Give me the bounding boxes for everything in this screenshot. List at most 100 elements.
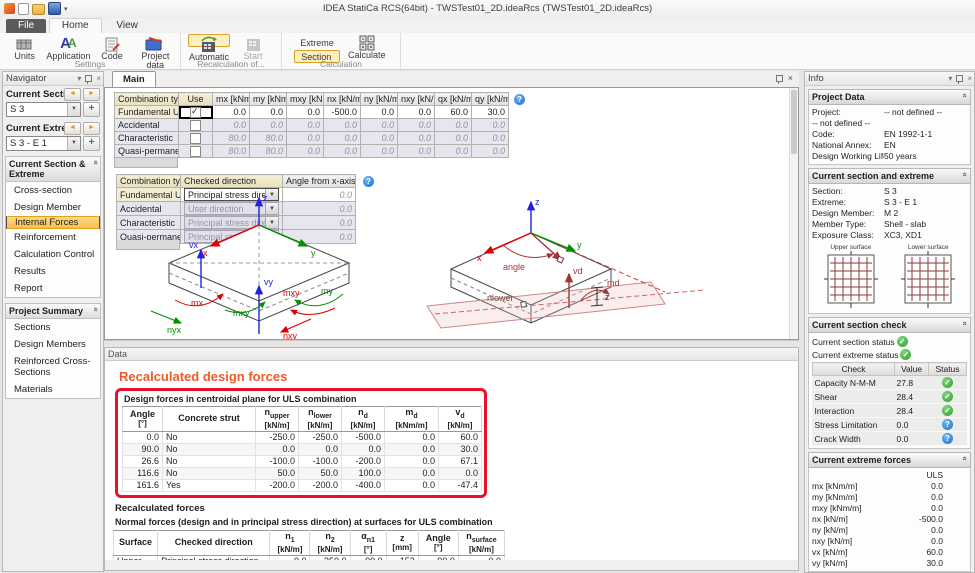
qat-dropdown-icon[interactable]: ▾ [64,5,68,13]
col-nxy[interactable]: nxy [kN/m] [397,92,435,106]
qx-cell[interactable]: 0.0 [434,144,472,158]
nav-item[interactable]: Design Member [14,202,82,213]
nx-cell[interactable]: 0.0 [323,131,361,145]
select-dropdown-icon[interactable]: ▼ [265,217,278,228]
use-cell[interactable] [178,131,213,145]
qy-cell[interactable]: 30.0 [471,105,509,119]
extreme-forces-header[interactable]: Current extreme forces « [808,452,971,468]
col-mxy[interactable]: mxy [kNm/m] [286,92,324,106]
use-checkbox[interactable] [190,145,201,157]
section-combo-dropdown-icon[interactable]: ▼ [67,103,80,116]
extreme-combo-dropdown-icon[interactable]: ▼ [67,137,80,150]
qy-cell[interactable]: 0.0 [471,144,509,158]
qx-cell[interactable]: 60.0 [434,105,472,119]
use-checkbox[interactable] [190,132,201,144]
ny-cell[interactable]: 0.0 [360,144,398,158]
save-icon[interactable] [48,2,61,15]
angle-cell[interactable]: 0.0 [282,215,356,230]
section-button[interactable]: Section [294,50,340,63]
nav-item[interactable]: Design Members [14,339,86,350]
next-section-button[interactable]: ► [83,88,100,101]
current-section-combo[interactable]: S 3 ▼ [6,102,81,117]
nxy-cell[interactable]: 0.0 [397,105,435,119]
code-button[interactable]: Code [91,34,132,71]
col-qy[interactable]: qy [kN/m] [471,92,509,106]
units-button[interactable]: Units [4,34,45,71]
mxy-cell[interactable]: 0.0 [286,118,324,132]
my-cell[interactable]: 80.0 [249,131,287,145]
select-dropdown-icon[interactable]: ▼ [265,203,278,214]
nxy-cell[interactable]: 0.0 [397,131,435,145]
project-data-button[interactable]: Project data [135,34,176,71]
nx-cell[interactable]: -500.0 [323,105,361,119]
select-dropdown-icon[interactable]: ▼ [265,231,278,242]
angle-cell[interactable]: 0.0 [282,201,356,216]
main-close-icon[interactable]: × [787,73,793,83]
mx-cell[interactable]: 80.0 [212,131,250,145]
my-cell[interactable]: 80.0 [249,144,287,158]
section-check-header[interactable]: Current section check « [808,317,971,333]
col-combination-type[interactable]: Combination type ▲ [114,92,179,106]
combination-type-cell[interactable]: Characteristic [114,131,179,145]
nav-item[interactable]: Reinforced Cross-Sections [14,356,91,378]
col-combination-type[interactable]: Combination type ▲ [116,174,181,188]
nav-group-header[interactable]: Project Summary « [6,304,100,319]
col-checked-direction[interactable]: Checked direction [180,174,283,188]
my-cell[interactable]: 0.0 [249,118,287,132]
main-pin-icon[interactable] [775,74,783,84]
my-cell[interactable]: 0.0 [249,105,287,119]
col-angle[interactable]: Angle from x-axis [°] [282,174,356,188]
project-data-header[interactable]: Project Data « [808,89,971,105]
prev-extreme-button[interactable]: ◄ [64,122,81,135]
main-vertical-scrollbar[interactable] [789,88,798,339]
angle-cell[interactable]: 0.0 [282,229,356,244]
nav-item[interactable]: Results [14,266,46,277]
use-cell[interactable] [178,144,213,158]
use-checkbox[interactable] [190,119,201,131]
status-icon[interactable] [942,405,953,416]
angle-cell[interactable]: 0.0 [282,187,356,202]
new-row-stub[interactable] [116,240,180,250]
collapse-icon[interactable]: « [960,321,970,326]
nxy-cell[interactable]: 0.0 [397,118,435,132]
mx-cell[interactable]: 0.0 [212,105,250,119]
open-folder-icon[interactable] [32,3,45,15]
nxy-cell[interactable]: 0.0 [397,144,435,158]
nx-cell[interactable]: 0.0 [323,118,361,132]
info-close-icon[interactable]: × [967,74,972,83]
col-my[interactable]: my [kNm/m] [249,92,287,106]
col-ny[interactable]: ny [kN/m] [360,92,398,106]
status-icon[interactable] [942,391,953,402]
current-extreme-combo[interactable]: S 3 - E 1 ▼ [6,136,81,151]
tab-main[interactable]: Main [112,71,156,87]
mxy-cell[interactable]: 0.0 [286,105,324,119]
scrollbar-thumb[interactable] [791,90,797,154]
new-file-icon[interactable] [18,2,29,15]
combination-type-cell[interactable]: Accidental [114,118,179,132]
combination-type-cell[interactable]: Quasi-permanent [114,144,179,158]
direction-select-cell[interactable]: Principal stress direction ▼ [180,215,283,230]
direction-select-cell[interactable]: Principal stress direction ▼ [180,187,283,202]
add-extreme-button[interactable]: + [83,136,100,151]
col-nx[interactable]: nx [kN/m] [323,92,361,106]
mx-cell[interactable]: 0.0 [212,118,250,132]
nav-item[interactable]: Calculation Control [14,249,95,260]
status-icon[interactable] [942,433,953,444]
collapse-icon[interactable]: « [91,160,101,165]
next-extreme-button[interactable]: ► [83,122,100,135]
direction-select-cell[interactable]: User direction ▼ [180,201,283,216]
mxy-cell[interactable]: 0.0 [286,144,324,158]
use-cell[interactable] [178,118,213,132]
add-section-button[interactable]: + [83,102,100,117]
col-mx[interactable]: mx [kNm/m] [212,92,250,106]
use-checkbox[interactable] [190,107,201,118]
comb-table-help-icon[interactable]: ? [514,94,525,105]
col-use[interactable]: Use [178,92,213,106]
qx-cell[interactable]: 0.0 [434,131,472,145]
direction-select[interactable]: Principal stress direction ▼ [184,188,279,201]
nx-cell[interactable]: 0.0 [323,144,361,158]
calculate-button[interactable]: Calculate [346,33,388,63]
collapse-icon[interactable]: « [960,456,970,461]
nav-group-header[interactable]: Current Section & Extreme « [6,157,100,182]
nav-item[interactable]: Reinforcement [14,232,76,243]
